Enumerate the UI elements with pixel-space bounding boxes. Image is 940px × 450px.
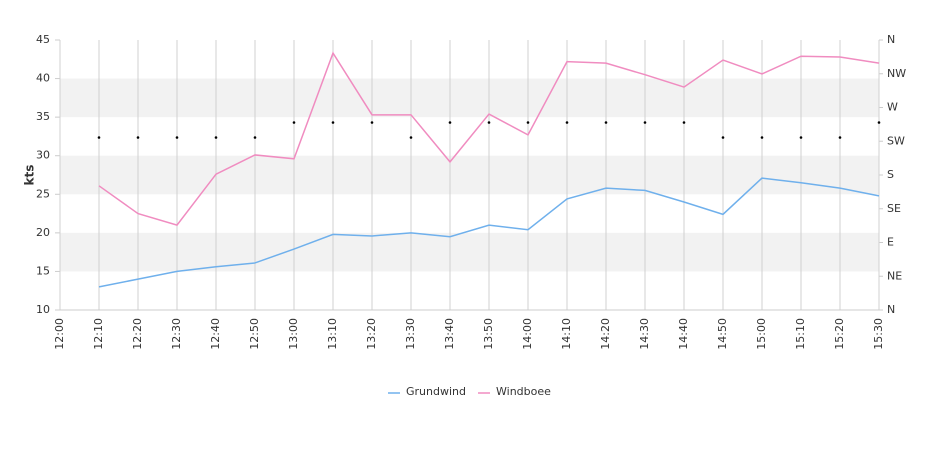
y-tick-label: 35 — [36, 110, 50, 123]
x-tick-label: 15:00 — [755, 318, 768, 350]
direction-dot — [370, 121, 374, 124]
x-tick-label: 15:20 — [833, 318, 846, 350]
x-tick-label: 14:50 — [716, 318, 729, 350]
y2-tick-label: N — [887, 33, 895, 46]
direction-dot — [175, 136, 179, 139]
x-tick-label: 14:30 — [638, 318, 651, 350]
legend-item: Grundwind — [388, 385, 466, 398]
x-tick-label: 14:40 — [677, 318, 690, 350]
plot-band — [60, 78, 879, 118]
direction-dot — [253, 136, 257, 139]
direction-dot — [799, 136, 803, 139]
x-tick-label: 15:30 — [872, 318, 885, 350]
direction-dot — [214, 136, 218, 139]
y-tick-label: 10 — [36, 303, 50, 316]
direction-dot — [292, 121, 296, 124]
y2-tick-label: W — [887, 101, 898, 114]
x-tick-label: 12:00 — [53, 318, 66, 350]
y2-tick-label: NW — [887, 67, 906, 80]
x-tick-label: 12:40 — [209, 318, 222, 350]
direction-dot — [721, 136, 725, 139]
x-tick-label: 15:10 — [794, 318, 807, 350]
y2-tick-label: N — [887, 303, 895, 316]
y2-tick-label: SE — [887, 202, 901, 215]
direction-dot — [838, 136, 842, 139]
y2-tick-label: NE — [887, 269, 902, 282]
direction-dot — [487, 121, 491, 124]
x-tick-label: 13:50 — [482, 318, 495, 350]
x-tick-label: 14:10 — [560, 318, 573, 350]
x-tick-label: 13:20 — [365, 318, 378, 350]
x-tick-label: 13:00 — [287, 318, 300, 350]
plot-band — [60, 232, 879, 272]
legend-label: Grundwind — [406, 385, 466, 398]
direction-dot — [331, 121, 335, 124]
y-tick-label: 40 — [36, 72, 50, 85]
direction-dot — [409, 136, 413, 139]
y2-tick-label: SW — [887, 134, 905, 147]
direction-dot — [643, 121, 647, 124]
x-tick-label: 12:30 — [170, 318, 183, 350]
x-tick-label: 13:10 — [326, 318, 339, 350]
x-tick-label: 13:30 — [404, 318, 417, 350]
series-line — [98, 177, 880, 288]
y2-tick-label: E — [887, 236, 894, 249]
direction-dot — [682, 121, 686, 124]
y2-tick-label: S — [887, 168, 894, 181]
legend-label: Windboee — [496, 385, 551, 398]
x-tick-label: 14:00 — [521, 318, 534, 350]
y-tick-label: 45 — [36, 33, 50, 46]
direction-dot — [604, 121, 608, 124]
legend-item: Windboee — [478, 385, 551, 398]
x-tick-label: 12:10 — [92, 318, 105, 350]
y-axis-label: kts — [23, 165, 37, 186]
y-tick-label: 15 — [36, 264, 50, 277]
x-tick-label: 12:50 — [248, 318, 261, 350]
series-line — [98, 51, 880, 227]
direction-dot — [136, 136, 140, 139]
y-tick-label: 20 — [36, 226, 50, 239]
x-tick-label: 14:20 — [599, 318, 612, 350]
x-tick-label: 12:20 — [131, 318, 144, 350]
direction-dot — [526, 121, 530, 124]
direction-dot — [97, 136, 101, 139]
direction-dot — [448, 121, 452, 124]
direction-dot — [565, 121, 569, 124]
direction-dot — [877, 121, 881, 124]
x-tick-label: 13:40 — [443, 318, 456, 350]
plot-band — [60, 155, 879, 195]
direction-dot — [760, 136, 764, 139]
y-tick-label: 30 — [36, 149, 50, 162]
y-tick-label: 25 — [36, 187, 50, 200]
